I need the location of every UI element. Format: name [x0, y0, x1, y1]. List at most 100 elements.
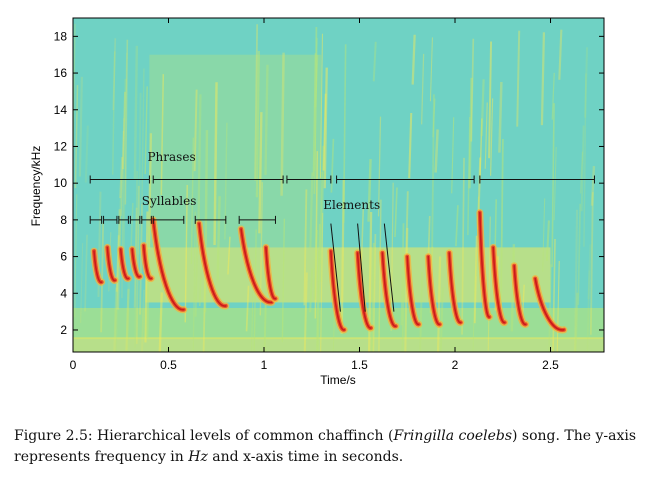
spectral-streak [370, 242, 375, 352]
annotation-label: Syllables [142, 194, 197, 208]
spectral-streak [431, 94, 435, 266]
y-axis-title: Frequency/kHz [29, 146, 43, 227]
spectral-streak [125, 288, 130, 351]
spectral-streak [203, 130, 209, 313]
spectral-streak [314, 54, 319, 108]
spectral-streak [556, 260, 560, 352]
spectral-streak [74, 194, 78, 317]
y-tick-label: 14 [54, 103, 68, 117]
call-sweep-core [330, 250, 346, 331]
spectral-streak [303, 189, 308, 306]
spectral-streak [323, 67, 328, 189]
spectral-streak [488, 41, 493, 159]
x-tick-label: 0.5 [160, 358, 177, 372]
spectral-streak [216, 196, 221, 281]
spectral-streak [319, 33, 323, 179]
y-tick-label: 4 [60, 286, 67, 300]
spectral-streak [429, 37, 433, 102]
spectral-streak [141, 68, 145, 204]
annotation-label: Elements [323, 198, 380, 212]
spectral-streak [372, 233, 377, 352]
spectral-streak [404, 228, 409, 352]
spectral-streak [314, 151, 319, 319]
spectral-streak [484, 102, 488, 169]
spectral-streak [432, 98, 436, 138]
spectral-streak [316, 250, 320, 352]
spectral-streak [586, 270, 591, 352]
spectral-streak [316, 224, 321, 352]
spectral-streak [160, 74, 165, 195]
high-frequency-band [149, 54, 322, 248]
x-tick-label: 1.5 [351, 358, 368, 372]
spectral-streak [390, 182, 394, 331]
spectral-streak [144, 86, 148, 175]
spectral-streak [145, 226, 151, 339]
spectral-streak [540, 32, 546, 126]
spectral-streak [377, 116, 382, 217]
call-sweep-core [131, 248, 141, 278]
call-sweep-core [106, 246, 116, 282]
spectral-streak [312, 53, 316, 177]
spectral-streak [100, 222, 105, 333]
figure-caption: Figure 2.5: Hierarchical levels of commo… [14, 426, 654, 468]
spectral-streak [114, 274, 118, 339]
spectral-streak [579, 151, 584, 194]
caption-mid: ) song. The y-axis represents frequency … [14, 428, 637, 465]
y-tick-label: 12 [54, 139, 68, 153]
spectral-streak [84, 234, 88, 312]
spectral-streak [394, 187, 398, 238]
call-sweep-core [119, 248, 130, 280]
spectral-streak [421, 53, 425, 125]
spectral-streak [122, 91, 127, 170]
spectral-streak [378, 199, 382, 352]
spectral-streak [451, 117, 455, 194]
spectral-streak [342, 44, 347, 223]
spectral-streak [74, 85, 79, 189]
spectral-streak [545, 220, 550, 261]
annotation-label: Phrases [147, 150, 195, 164]
spectral-streak [80, 242, 84, 323]
spectral-streak [84, 125, 89, 183]
spectral-streak [255, 50, 260, 198]
spectral-streak [112, 38, 117, 111]
spectral-streak [313, 229, 318, 300]
spectral-streak [281, 218, 286, 343]
spectral-streak [309, 172, 314, 248]
spectral-streak [489, 98, 494, 176]
spectral-streak [411, 34, 416, 85]
spectral-streak [436, 256, 442, 352]
spectral-streak [120, 130, 124, 216]
spectral-streak [147, 133, 153, 249]
call-sweep-core [479, 211, 491, 318]
spectral-streak [551, 103, 555, 268]
spectral-streak [574, 209, 579, 352]
spectral-streak [367, 159, 372, 222]
y-tick-label: 8 [60, 213, 67, 227]
y-tick-label: 6 [60, 250, 67, 264]
spectral-streak [467, 117, 471, 236]
plot-frame [72, 17, 605, 353]
spectral-streak [577, 203, 582, 305]
x-axis: 0 0.5 1 1.5 2 2.5 [70, 18, 559, 372]
spectral-streak [548, 264, 552, 352]
spectral-streak [468, 77, 473, 189]
spectral-streak [320, 212, 324, 352]
spectral-streak [480, 79, 485, 137]
spectral-streak [190, 137, 195, 265]
call-sweep-core [93, 250, 103, 283]
x-axis-title: Time/s [320, 373, 356, 387]
x-tick-label: 1 [261, 358, 268, 372]
spectrogram-plot-area [73, 18, 604, 352]
y-tick-label: 16 [54, 66, 68, 80]
spectral-streak [553, 147, 557, 221]
spectrogram-calls [90, 209, 568, 334]
x-tick-label: 2 [452, 358, 459, 372]
spectral-streak [158, 292, 163, 352]
spectral-streak [193, 89, 198, 172]
spectral-streak [124, 39, 129, 205]
spectral-streak [487, 216, 491, 351]
spectral-streak [589, 192, 594, 335]
spectral-streak [122, 78, 127, 252]
hierarchy-annotations: Phrases Syllables Elements [89, 150, 595, 312]
spectral-streak [360, 202, 365, 262]
